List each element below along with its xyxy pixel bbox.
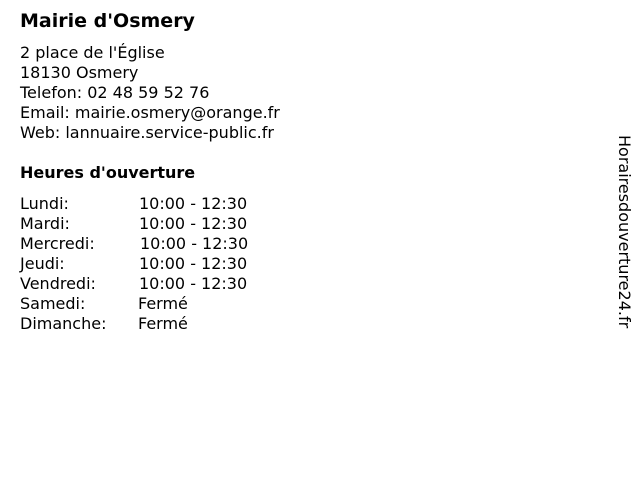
hours-row: Jeudi: 10:00 - 12:30 <box>20 254 248 274</box>
page-title: Mairie d'Osmery <box>20 10 195 32</box>
day-label: Lundi: <box>20 194 69 213</box>
day-label: Mercredi: <box>20 234 95 253</box>
email: Email: mairie.osmery@orange.fr <box>20 103 280 122</box>
hours-value: Fermé <box>138 314 188 333</box>
hours-value: 10:00 - 12:30 <box>139 194 248 213</box>
hours-value: 10:00 - 12:30 <box>140 234 249 253</box>
hours-row: Mardi: 10:00 - 12:30 <box>20 214 248 234</box>
phone: Telefon: 02 48 59 52 76 <box>20 83 210 102</box>
hours-value: 10:00 - 12:30 <box>139 214 248 233</box>
day-label: Mardi: <box>20 214 70 233</box>
city: 18130 Osmery <box>20 63 139 82</box>
day-label: Vendredi: <box>20 274 96 293</box>
hours-value: 10:00 - 12:30 <box>139 274 248 293</box>
street-address: 2 place de l'Église <box>20 43 165 62</box>
hours-row: Dimanche: Fermé <box>20 314 248 334</box>
hours-row: Vendredi: 10:00 - 12:30 <box>20 274 248 294</box>
day-label: Dimanche: <box>20 314 107 333</box>
hours-row: Samedi: Fermé <box>20 294 248 314</box>
website: Web: lannuaire.service-public.fr <box>20 123 274 142</box>
hours-row: Mercredi: 10:00 - 12:30 <box>20 234 248 254</box>
hours-table: Lundi: 10:00 - 12:30 Mardi: 10:00 - 12:30 … <box>20 194 248 334</box>
day-label: Jeudi: <box>20 254 65 273</box>
watermark: Horairesdouverture24.fr <box>615 135 634 329</box>
hours-row: Lundi: 10:00 - 12:30 <box>20 194 248 214</box>
contact-block: 2 place de l'Église 18130 Osmery Telefon… <box>20 43 280 143</box>
hours-heading: Heures d'ouverture <box>20 163 196 182</box>
hours-value: Fermé <box>138 294 188 313</box>
day-label: Samedi: <box>20 294 86 313</box>
hours-value: 10:00 - 12:30 <box>139 254 248 273</box>
